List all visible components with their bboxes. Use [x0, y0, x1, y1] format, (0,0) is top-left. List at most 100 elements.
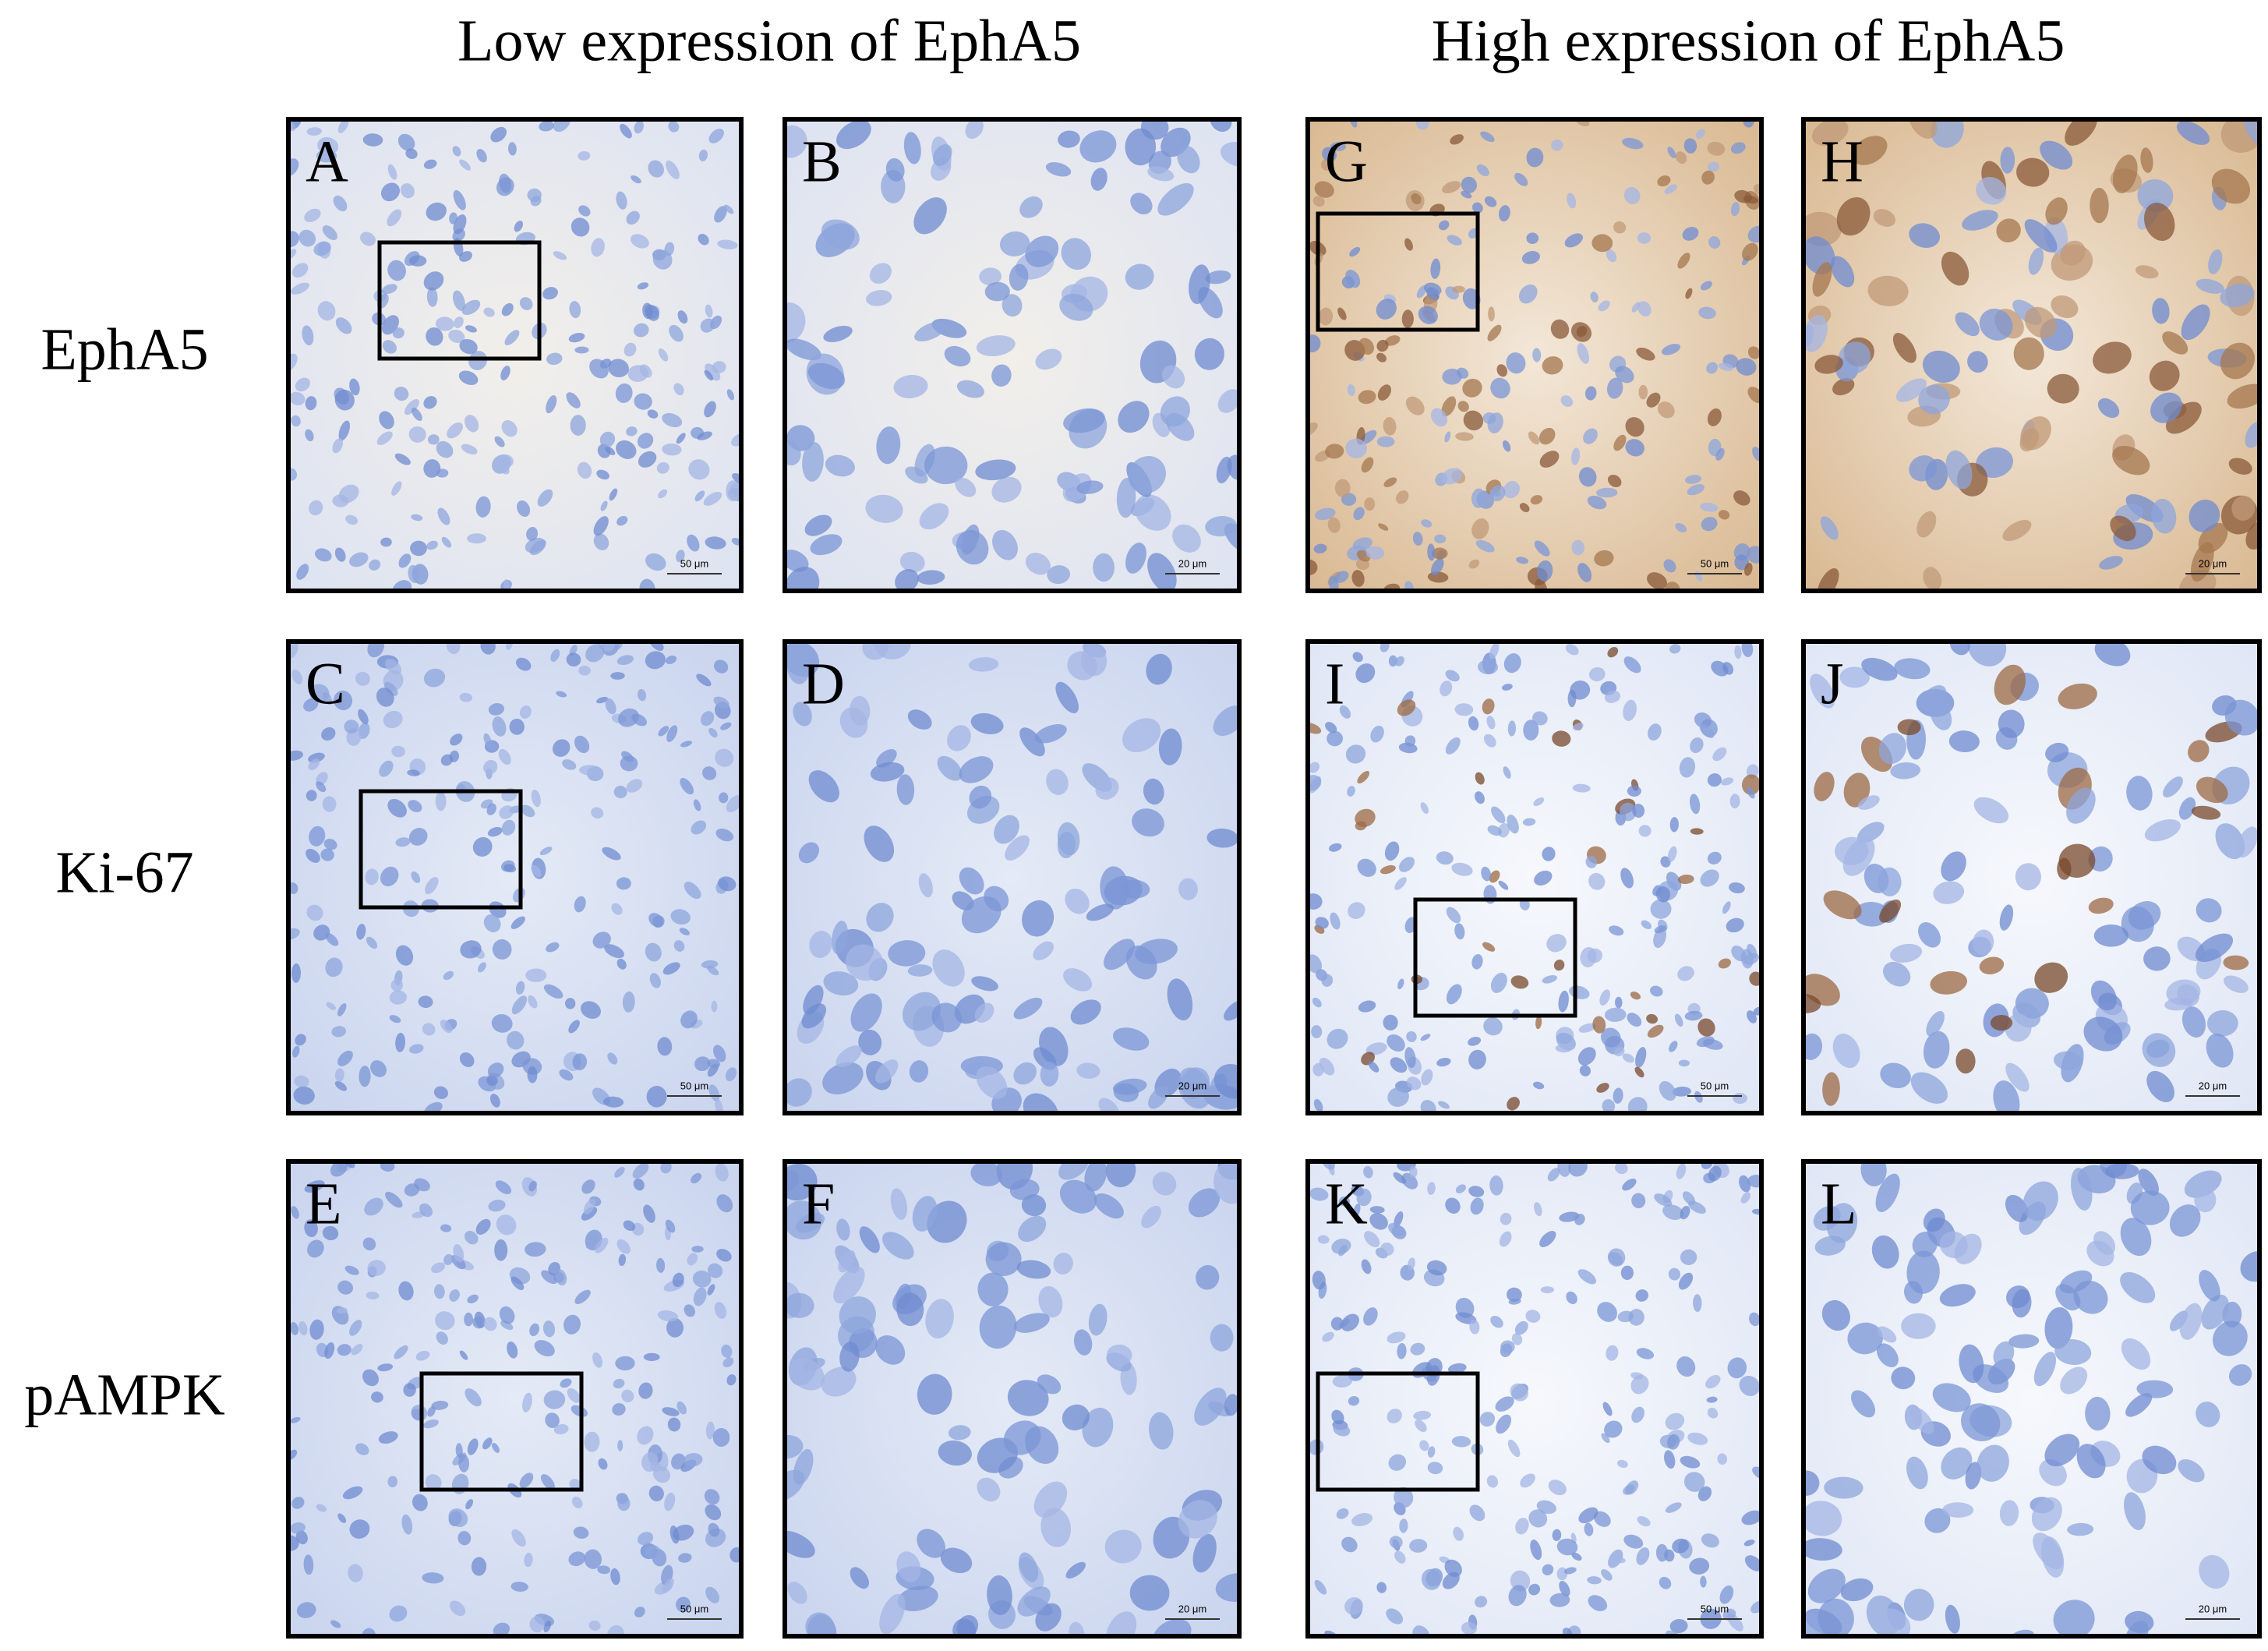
cell — [618, 1253, 627, 1267]
cell — [1546, 934, 1567, 953]
cell — [540, 1474, 555, 1490]
cell — [1637, 301, 1652, 316]
cell — [1939, 1231, 1968, 1259]
cell — [546, 395, 557, 414]
cell — [1867, 275, 1909, 306]
cell — [1432, 547, 1448, 560]
cell — [1736, 358, 1757, 376]
cell — [331, 1026, 347, 1038]
cell — [581, 1179, 595, 1194]
cell — [1717, 1453, 1728, 1465]
cell — [492, 716, 507, 737]
cell — [1945, 1604, 1960, 1634]
cell — [385, 659, 402, 675]
cell — [719, 792, 729, 804]
cell — [1189, 264, 1210, 305]
cell — [543, 984, 563, 999]
cell — [1742, 242, 1758, 261]
cell — [680, 1010, 698, 1029]
cell — [305, 429, 314, 442]
cell — [555, 1269, 567, 1286]
cell — [1418, 306, 1438, 324]
cell — [1348, 902, 1365, 919]
cell — [785, 338, 821, 361]
cell — [325, 933, 339, 946]
cell — [712, 1428, 730, 1447]
cell — [2044, 1434, 2080, 1467]
cell — [571, 1496, 583, 1509]
cell — [1457, 401, 1469, 412]
cell — [436, 1331, 448, 1345]
cell — [1890, 762, 1921, 780]
cell — [465, 325, 477, 333]
cell — [1922, 350, 1960, 384]
cell — [722, 1357, 734, 1368]
cell — [1941, 851, 1966, 882]
cell — [1650, 899, 1672, 919]
cell — [1623, 699, 1637, 722]
cell — [790, 1358, 825, 1391]
cell — [519, 1472, 534, 1488]
cell — [495, 1180, 512, 1194]
cell — [1387, 1409, 1402, 1423]
cell — [1415, 119, 1429, 130]
cell — [717, 239, 738, 249]
cell — [634, 393, 652, 410]
cell — [708, 727, 718, 738]
cell — [683, 1453, 703, 1467]
cell — [658, 348, 669, 362]
cell — [1147, 166, 1175, 182]
cell — [1125, 945, 1157, 980]
cell — [1442, 368, 1462, 385]
cell — [2138, 1168, 2159, 1197]
cell — [337, 1344, 352, 1356]
cell — [1034, 724, 1067, 744]
cell — [693, 799, 701, 811]
cell — [2097, 398, 2120, 419]
cell — [1979, 956, 2005, 974]
cell — [1677, 253, 1690, 269]
cell — [2040, 140, 2073, 170]
cell — [785, 1292, 814, 1318]
cell — [1002, 294, 1023, 317]
cell — [1688, 1200, 1706, 1214]
cell — [2213, 1320, 2248, 1356]
cell — [850, 993, 882, 1032]
inset-box — [377, 240, 542, 361]
cell — [1496, 1414, 1512, 1434]
cell — [616, 958, 627, 970]
cell — [1550, 319, 1570, 339]
cell — [658, 726, 669, 737]
cell — [644, 1545, 661, 1559]
cell — [425, 1474, 442, 1491]
cell — [2137, 179, 2174, 213]
cell — [1217, 389, 1239, 413]
cell — [835, 120, 871, 150]
cell — [2076, 1444, 2106, 1479]
cell — [2194, 1187, 2217, 1213]
cell — [1104, 939, 1135, 970]
cell — [1521, 251, 1540, 264]
cell — [1475, 539, 1495, 553]
cell — [426, 327, 443, 346]
cell — [562, 759, 577, 770]
cell — [288, 249, 297, 260]
cell — [1565, 644, 1579, 656]
cell — [969, 785, 992, 809]
cell — [1857, 795, 1880, 810]
cell — [937, 755, 963, 781]
cell — [291, 1497, 305, 1509]
cell — [529, 1616, 545, 1633]
cell — [593, 516, 609, 536]
scale-bar-label: 20 μm — [2199, 1080, 2227, 1091]
cell — [1410, 1342, 1425, 1356]
cell — [1143, 778, 1164, 805]
cell — [441, 536, 452, 548]
cell — [652, 915, 665, 928]
cell — [2211, 168, 2251, 204]
cell — [1917, 922, 1941, 948]
cell — [408, 828, 428, 846]
cell — [487, 826, 503, 837]
cell — [899, 551, 925, 573]
cell — [476, 149, 487, 163]
